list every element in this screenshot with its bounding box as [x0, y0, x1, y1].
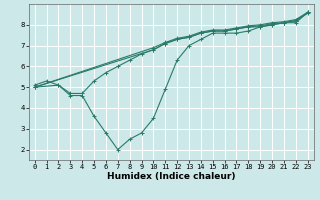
- X-axis label: Humidex (Indice chaleur): Humidex (Indice chaleur): [107, 172, 236, 181]
